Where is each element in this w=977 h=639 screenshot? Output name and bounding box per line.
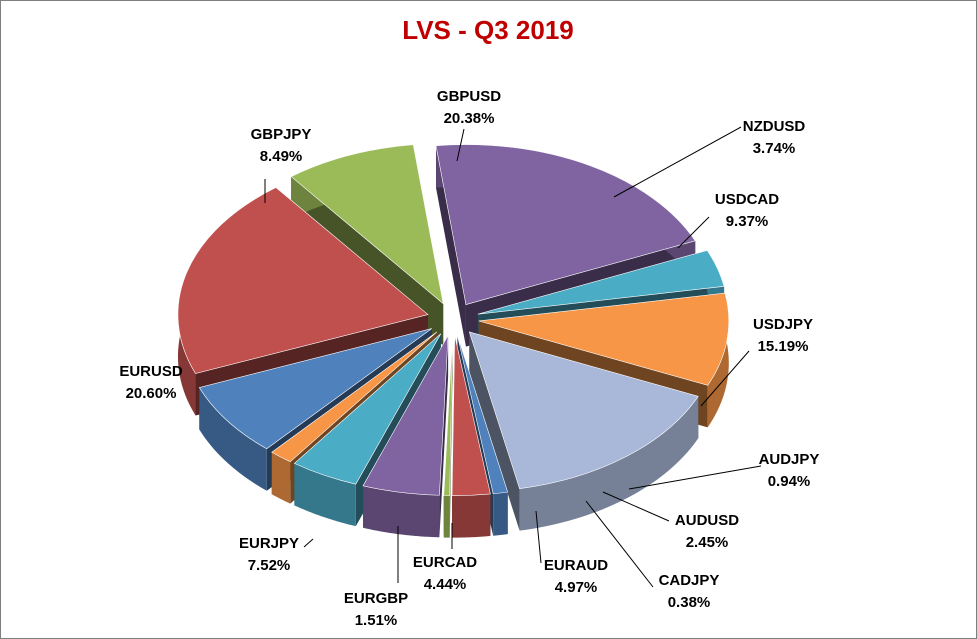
slice-top-usdcad <box>478 292 730 386</box>
slice-rim-usdjpy <box>519 396 699 531</box>
slice-label-euraud: EURAUD <box>544 557 608 574</box>
slice-label-eurusd: EURUSD <box>119 363 183 380</box>
slice-top-gbpjpy <box>290 144 444 305</box>
slice-label-gbpjpy: GBPJPY <box>251 126 312 143</box>
slice-label-eurgbp: EURGBP <box>344 590 408 607</box>
slice-value-gbpusd: 20.38% <box>444 110 495 127</box>
leader-line-audusd <box>602 491 670 522</box>
leader-line-audjpy <box>628 465 762 490</box>
slice-rim-cadjpy <box>443 495 450 538</box>
slice-label-audjpy: AUDJPY <box>759 451 820 468</box>
slice-top-gbpusd <box>435 144 696 305</box>
slice-label-eurjpy: EURJPY <box>239 535 299 552</box>
slice-value-euraud: 4.97% <box>555 579 598 596</box>
slice-side-usdjpy-1 <box>469 331 520 531</box>
slice-label-cadjpy: CADJPY <box>659 572 720 589</box>
labels-layer: GBPUSD 20.38% NZDUSD 3.74% USDCAD 9.37% USDJPY… <box>119 88 819 629</box>
slice-rim-audjpy <box>493 492 508 536</box>
slice-top-eurjpy <box>198 328 432 450</box>
slice-top-euraud <box>362 335 449 496</box>
slice-value-eurcad: 4.44% <box>424 576 467 593</box>
slice-label-usdjpy: USDJPY <box>753 316 813 333</box>
slices-layer <box>177 144 730 538</box>
leader-line-eurjpy <box>303 538 314 548</box>
slice-value-eurgbp: 1.51% <box>355 612 398 629</box>
leader-line-gbpusd <box>456 128 465 162</box>
slice-euraud <box>362 335 449 538</box>
slice-rim-eurjpy <box>199 387 267 491</box>
slice-rim-eurcad <box>294 463 356 527</box>
slice-rim-audusd <box>452 493 491 538</box>
leader-line-usdcad <box>677 216 710 249</box>
slice-top-nzdusd <box>477 250 725 315</box>
slice-rim-euraud <box>363 485 440 538</box>
slice-top-audusd <box>451 335 491 496</box>
leader-line-usdjpy <box>700 350 750 407</box>
slice-value-usdjpy: 15.19% <box>758 338 809 355</box>
slice-usdjpy <box>468 331 699 531</box>
slice-side-euraud-0 <box>439 335 449 538</box>
slice-value-nzdusd: 3.74% <box>753 140 796 157</box>
slice-label-eurcad: EURCAD <box>413 554 477 571</box>
slice-value-eurjpy: 7.52% <box>248 557 291 574</box>
slice-label-usdcad: USDCAD <box>715 191 779 208</box>
slice-side-gbpusd-0 <box>435 145 466 347</box>
slice-top-eurgbp <box>271 331 437 463</box>
slice-value-audjpy: 0.94% <box>768 473 811 490</box>
slice-value-audusd: 2.45% <box>686 534 729 551</box>
chart-title: LVS - Q3 2019 <box>402 15 574 45</box>
slice-top-eurcad <box>293 333 442 485</box>
slice-audusd <box>451 335 491 538</box>
slice-label-nzdusd: NZDUSD <box>743 118 806 135</box>
slice-value-gbpjpy: 8.49% <box>260 148 303 165</box>
slice-top-usdjpy <box>468 331 699 490</box>
leader-line-euraud <box>535 510 542 564</box>
slice-cadjpy <box>443 335 453 538</box>
slice-label-gbpusd: GBPUSD <box>437 88 501 105</box>
slice-label-audusd: AUDUSD <box>675 512 739 529</box>
leader-line-nzdusd <box>613 126 742 198</box>
slice-value-cadjpy: 0.38% <box>668 594 711 611</box>
slice-rim-eurgbp <box>271 452 291 504</box>
leader-line-cadjpy <box>585 500 654 588</box>
slice-top-cadjpy <box>443 335 453 496</box>
slice-value-eurusd: 20.60% <box>126 385 177 402</box>
slice-rim-usdcad <box>707 293 729 428</box>
slice-value-usdcad: 9.37% <box>726 213 769 230</box>
slice-top-audjpy <box>457 335 509 495</box>
slice-top-eurusd <box>177 187 429 374</box>
